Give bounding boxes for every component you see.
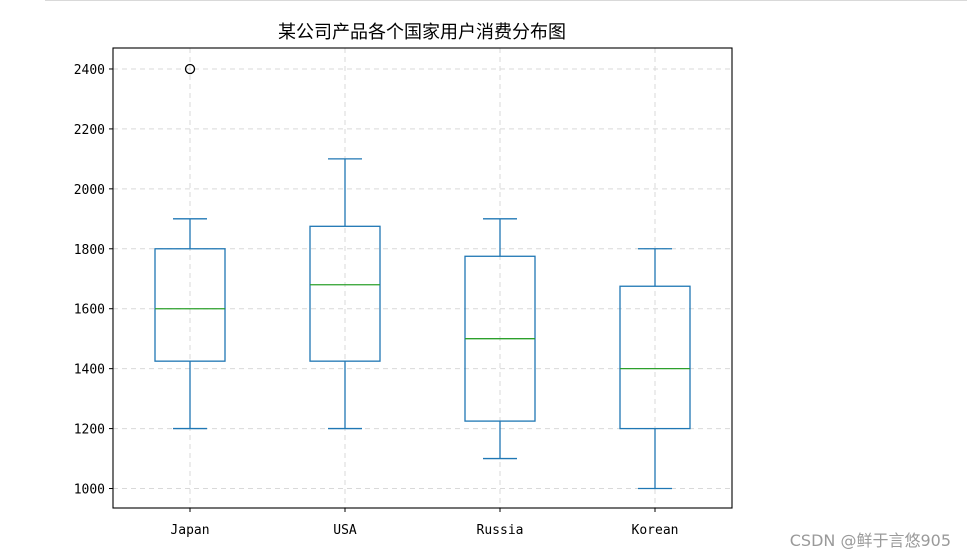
y-tick-label: 1200 (74, 423, 105, 438)
y-tick-label: 1400 (74, 363, 105, 378)
plot-frame (112, 47, 733, 509)
y-tick-label: 2000 (74, 183, 105, 198)
iqr-box (619, 285, 691, 430)
box-series (154, 63, 691, 490)
y-tick-label: 1800 (74, 243, 105, 258)
x-tick-label: Russia (477, 523, 524, 538)
grid-lines (113, 48, 732, 508)
x-tick-label: Korean (632, 523, 679, 538)
box-korean (619, 248, 691, 490)
y-tick-label: 1600 (74, 303, 105, 318)
box-japan (154, 63, 226, 430)
y-tick-label: 2400 (74, 63, 105, 78)
iqr-box (309, 225, 381, 362)
watermark-text: CSDN @鲜于言悠905 (789, 531, 951, 550)
axes: 1000 1200 1400 1600 1800 2000 2200 2400 Japan USA… (74, 47, 733, 538)
outlier-point (184, 63, 196, 75)
box-russia (464, 218, 536, 460)
top-divider (45, 0, 967, 1)
box-usa (309, 158, 381, 430)
y-tick-label: 2200 (74, 123, 105, 138)
chart-title: 某公司产品各个国家用户消费分布图 (278, 22, 566, 43)
iqr-box (154, 248, 226, 362)
x-tick-label: Japan (170, 523, 209, 538)
y-tick-label: 1000 (74, 483, 105, 498)
x-tick-label: USA (333, 523, 357, 538)
